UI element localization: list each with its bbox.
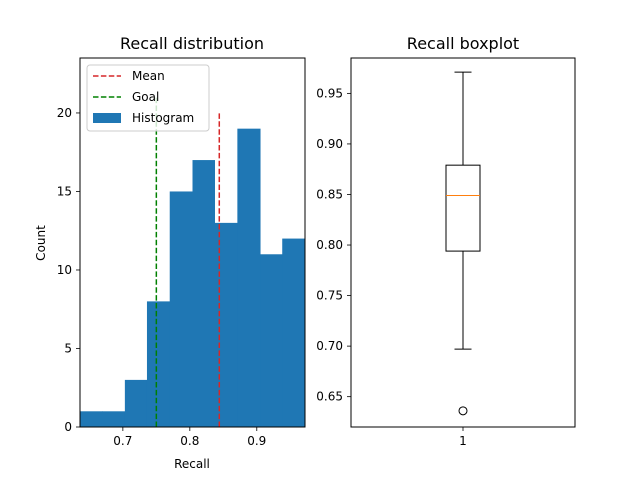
histogram-y-ticks: 0 5 10 15 20	[57, 106, 80, 434]
y-tick-label: 0.70	[316, 339, 343, 353]
legend-histogram-label: Histogram	[132, 111, 194, 125]
boxplot-panel: Recall boxplot 1 0.65 0.70 0.75 0.80 0.85 0.9…	[316, 34, 576, 448]
y-tick-label: 0	[64, 420, 72, 434]
y-tick-label: 0.95	[316, 86, 343, 100]
legend: Mean Goal Histogram	[86, 64, 210, 132]
histogram-bar	[146, 301, 171, 427]
histogram-title: Recall distribution	[120, 34, 264, 53]
y-tick-label: 0.90	[316, 137, 343, 151]
legend-mean-label: Mean	[132, 69, 165, 83]
histogram-x-ticks: 0.7 0.8 0.9	[113, 427, 266, 448]
legend-histogram-swatch	[93, 113, 121, 123]
y-tick-label: 0.65	[316, 390, 343, 404]
histogram-panel: Recall distribution 0.7 0.8 0.9 0 5 10 15 20 R…	[34, 34, 306, 471]
y-tick-label: 10	[57, 263, 72, 277]
legend-goal-label: Goal	[132, 90, 159, 104]
boxplot-title: Recall boxplot	[407, 34, 519, 53]
histogram-x-label: Recall	[174, 457, 210, 471]
x-tick-label: 1	[459, 434, 467, 448]
iqr-box	[445, 164, 481, 252]
x-tick-label: 0.7	[113, 434, 132, 448]
histogram-frame	[79, 57, 306, 428]
histogram-bar	[124, 379, 148, 427]
histogram-bar	[282, 238, 306, 427]
y-tick-label: 15	[57, 184, 72, 198]
boxplot-elements	[445, 71, 481, 416]
histogram-y-label: Count	[34, 225, 48, 261]
y-tick-label: 0.75	[316, 289, 343, 303]
y-tick-label: 5	[64, 341, 72, 355]
histogram-bars	[80, 128, 306, 427]
x-tick-label: 0.8	[180, 434, 199, 448]
histogram-bar	[237, 128, 261, 427]
x-tick-label: 0.9	[247, 434, 266, 448]
outlier-point	[458, 406, 468, 416]
y-tick-label: 20	[57, 106, 72, 120]
histogram-bar	[80, 411, 103, 427]
histogram-bar	[214, 222, 238, 427]
boxplot-x-ticks: 1	[459, 427, 467, 448]
y-tick-label: 0.80	[316, 238, 343, 252]
histogram-bar	[192, 160, 215, 427]
histogram-bar	[102, 411, 126, 427]
reference-lines	[155, 97, 221, 427]
boxplot-y-ticks: 0.65 0.70 0.75 0.80 0.85 0.90 0.95	[316, 86, 351, 404]
y-tick-label: 0.85	[316, 187, 343, 201]
histogram-bar	[169, 191, 193, 427]
histogram-bar	[260, 254, 283, 427]
